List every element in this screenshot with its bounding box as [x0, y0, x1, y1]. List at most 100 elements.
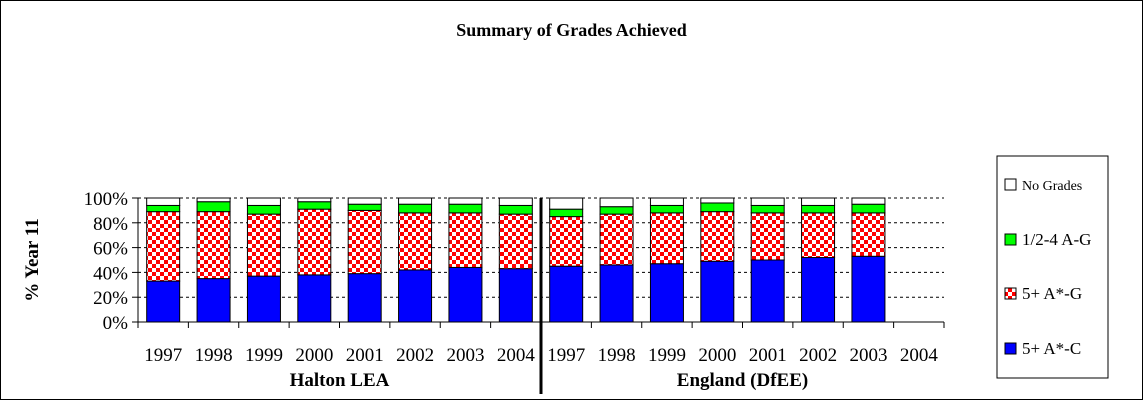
bar-segment: [649, 204, 684, 214]
x-tick-label: 1997: [144, 345, 182, 366]
bar-segment: [448, 266, 483, 323]
bar-segment: [549, 265, 584, 323]
bar-segment: [700, 202, 735, 213]
bar-segment: [649, 197, 684, 206]
bar-segment: [750, 212, 785, 261]
bar-segment: [750, 259, 785, 323]
bar-segment: [599, 197, 634, 208]
x-tick-label: 2001: [346, 345, 384, 366]
bar-segment: [700, 260, 735, 323]
bar-segment: [801, 212, 836, 259]
y-tick-label: 60%: [93, 239, 128, 260]
x-tick-label: 1997: [547, 345, 585, 366]
bar-segment: [851, 255, 886, 323]
bar-segment: [347, 273, 382, 323]
bar-segment: [750, 204, 785, 214]
y-tick-label: 20%: [93, 288, 128, 309]
bar-segment: [398, 212, 433, 271]
bar-segment: [398, 203, 433, 214]
legend-swatch: [1004, 233, 1017, 246]
bar-segment: [851, 197, 886, 205]
bar-segment: [599, 213, 634, 266]
bar-segment: [246, 275, 281, 323]
x-tick-label: 2000: [295, 345, 333, 366]
bar-segment: [498, 213, 533, 270]
bar-segment: [196, 278, 231, 323]
bar-segment: [297, 201, 332, 210]
x-tick-label: 2002: [799, 345, 837, 366]
bar-segment: [750, 197, 785, 206]
bar-segment: [246, 213, 281, 277]
bar-segment: [801, 204, 836, 214]
x-tick-label: 2004: [900, 345, 939, 366]
legend-swatch: [1004, 287, 1017, 300]
bar-segment: [246, 204, 281, 215]
bar-segment: [347, 203, 382, 211]
bar-layer: [146, 197, 886, 323]
bar-segment: [398, 269, 433, 323]
legend-box: [996, 155, 1109, 379]
chart-title: Summary of Grades Achieved: [456, 20, 687, 40]
y-tick-label: 80%: [93, 214, 128, 235]
bar-segment: [549, 197, 584, 210]
bar-segment: [297, 208, 332, 276]
x-tick-label: 2004: [497, 345, 536, 366]
x-tick-label: 1999: [245, 345, 283, 366]
legend-swatch: [1004, 178, 1017, 191]
legend-layer: No Grades 1/2-4 A-G 5+ A*-G 5+ A*-C: [996, 155, 1109, 379]
x-tick-label: 1998: [598, 345, 636, 366]
bar-segment: [851, 212, 886, 257]
legend-label: 1/2-4 A-G: [1022, 230, 1091, 249]
bar-segment: [851, 203, 886, 214]
bar-segment: [599, 206, 634, 215]
x-tick-label: 2002: [396, 345, 434, 366]
bar-segment: [146, 197, 181, 206]
bar-segment: [347, 197, 382, 205]
bar-segment: [297, 274, 332, 323]
bar-segment: [246, 197, 281, 206]
bar-segment: [398, 197, 433, 205]
bar-segment: [700, 211, 735, 262]
x-tick-label: 2003: [849, 345, 887, 366]
bar-segment: [196, 211, 231, 280]
axis-layer: 0% 20% 40% 60% 80% 100%: [84, 189, 945, 394]
x-tick-label: 2003: [446, 345, 484, 366]
bar-segment: [297, 197, 332, 203]
bar-segment: [649, 212, 684, 265]
x-tick-label: 1998: [195, 345, 233, 366]
x-tick-label: 2000: [698, 345, 736, 366]
group-label: Halton LEA: [290, 370, 390, 391]
bar-segment: [649, 263, 684, 323]
bar-segment: [498, 268, 533, 323]
x-tick-label: 2001: [749, 345, 787, 366]
y-tick-label: 100%: [84, 189, 129, 210]
bar-segment: [146, 280, 181, 323]
bar-segment: [448, 203, 483, 214]
legend-label: 5+ A*-C: [1022, 339, 1081, 358]
x-tick-label: 1999: [648, 345, 686, 366]
bar-segment: [196, 201, 231, 213]
legend-label: 5+ A*-G: [1022, 284, 1082, 303]
legend-label: No Grades: [1022, 179, 1082, 194]
bar-segment: [549, 208, 584, 218]
bar-segment: [146, 211, 181, 282]
bar-segment: [801, 197, 836, 206]
bar-segment: [448, 197, 483, 205]
bar-segment: [196, 197, 231, 203]
bar-segment: [347, 209, 382, 275]
bar-segment: [549, 216, 584, 267]
bar-segment: [448, 212, 483, 268]
bar-segment: [599, 264, 634, 323]
y-axis-title: % Year 11: [22, 218, 43, 301]
y-tick-label: 0%: [103, 313, 129, 334]
bar-segment: [498, 197, 533, 206]
bar-segment: [700, 197, 735, 204]
legend-swatch: [1004, 342, 1017, 355]
y-tick-label: 40%: [93, 263, 128, 284]
bar-segment: [146, 204, 181, 213]
group-label: England (DfEE): [677, 370, 808, 391]
label-layer: 1997 1998 1999 2000 2001 2002 2003 2004 1997 1998…: [22, 218, 938, 391]
bar-segment: [801, 257, 836, 323]
bar-segment: [498, 204, 533, 215]
